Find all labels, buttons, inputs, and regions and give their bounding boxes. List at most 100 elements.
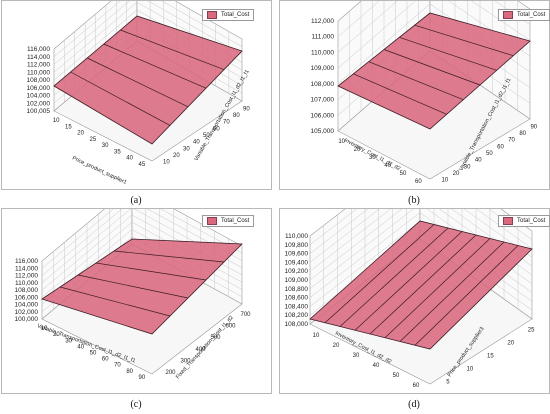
total-cost-surface — [41, 238, 243, 335]
y-tick-label: 400 — [196, 347, 207, 353]
y-tick-label: 300 — [181, 359, 192, 365]
y-tick-label: 600 — [226, 324, 237, 330]
y-tick-label: 60 — [497, 144, 504, 150]
legend-swatch — [503, 11, 513, 19]
surface-mesh-line — [103, 43, 207, 89]
x-tick-label: 60 — [415, 179, 422, 185]
z-tick-label: 112,000 — [311, 18, 334, 25]
legend-swatch — [207, 217, 217, 225]
surface-mesh-line — [120, 29, 225, 70]
z-tick-label: 106,000 — [27, 85, 51, 92]
legend-label: Total_Cost — [517, 12, 546, 18]
x-tick-label: 50 — [90, 351, 97, 357]
z-tick-label: 108,400 — [285, 303, 309, 310]
z-tick-label: 114,000 — [27, 54, 50, 61]
surface-mesh-line — [369, 234, 477, 335]
legend: Total_Cost — [498, 9, 550, 21]
legend-label: Total_Cost — [221, 218, 250, 224]
legend: Total_Cost — [202, 9, 255, 21]
y-tick-label: 40 — [475, 158, 482, 164]
x-tick-label: 30 — [65, 338, 72, 344]
surface-mesh-line — [383, 49, 481, 86]
x-tick-label: 10 — [53, 118, 60, 124]
z-tick-label: 107,000 — [311, 97, 335, 104]
chart-panel-a: 116,000 114,000 112,000 110,000 108,000 106,0… — [1, 0, 272, 190]
caption-a: (a) — [130, 195, 142, 206]
z-tick-label: 109,400 — [285, 259, 309, 266]
y-tick-label: 70 — [223, 120, 230, 126]
z-tick-label: 100,000 — [15, 316, 39, 323]
surface-mesh-line — [59, 286, 171, 317]
y-tick-label: 20 — [507, 341, 514, 347]
z-tick-label: 108,000 — [15, 287, 39, 294]
z-tick-label: 108,000 — [311, 81, 335, 88]
y-tick-label: 50 — [203, 133, 210, 139]
x-tick-label: 30 — [353, 353, 360, 359]
z-tick-label: 108,000 — [27, 77, 51, 84]
y-tick-label: 70 — [508, 138, 515, 144]
z-tick-label: 108,600 — [285, 295, 309, 302]
surface-mesh-line — [339, 227, 449, 327]
x-tick-label: 30 — [369, 155, 376, 161]
z-gridline — [309, 209, 357, 245]
y-tick-label: 50 — [486, 151, 493, 157]
y-tick-label: 200 — [166, 370, 177, 376]
y-tick-label: 500 — [211, 335, 222, 341]
surface-mesh-line — [399, 37, 497, 71]
y-tick-label: 60 — [213, 126, 220, 132]
z-tick-label: 102,000 — [15, 309, 39, 316]
y-tick-label: 25 — [528, 328, 535, 334]
surface-mesh-line — [87, 57, 189, 108]
surface-mesh-line — [384, 238, 491, 339]
z-tick-label: 109,200 — [285, 268, 309, 275]
x-tick-label: 20 — [333, 343, 340, 349]
z-tick-label: 112,000 — [27, 62, 50, 69]
z-tick-label: 102,000 — [27, 100, 51, 107]
x-tick-label: 35 — [114, 149, 121, 155]
x-tick-label: 60 — [102, 357, 109, 363]
legend: Total_Cost — [202, 215, 255, 227]
z-tick-label: 112,000 — [15, 273, 38, 280]
surface-mesh-line — [77, 274, 189, 299]
z-tick-label: 110,000 — [311, 49, 334, 56]
y-tick-label: 5 — [446, 380, 450, 386]
z-tick-label: 109,000 — [311, 65, 335, 72]
total-cost-surface — [309, 220, 533, 350]
x-tick-label: 90 — [139, 375, 146, 381]
z-tick-label: 114,000 — [15, 265, 38, 272]
z-tick-label: 109,600 — [285, 251, 309, 258]
z-tick-label: 105,000 — [311, 128, 335, 135]
x-tick-label: 50 — [400, 171, 407, 177]
x-tick-label: 20 — [77, 131, 84, 137]
x-tick-label: 70 — [114, 363, 121, 369]
x-axis-title: Price_product_supplier1 — [71, 155, 127, 186]
x-tick-label: 40 — [373, 363, 380, 369]
y-tick-label: 700 — [241, 312, 252, 318]
y-tick-label: 10 — [442, 178, 449, 184]
surface-chart-svg: 116,000114,000112,000110,000108,000106,0… — [27, 1, 251, 186]
z-gridline — [476, 209, 533, 249]
x-tick-label: 40 — [384, 163, 391, 169]
y-tick-label: 40 — [193, 140, 200, 146]
x-tick-label: 20 — [53, 332, 60, 338]
total-cost-surface — [53, 15, 243, 145]
chart-panel-c: 116,000 114,000 112,000 110,000 108,000 106,0… — [1, 208, 272, 394]
x-tick-label: 50 — [393, 373, 400, 379]
x-tick-label: 60 — [413, 383, 420, 389]
z-tick-label: 110,000 — [15, 280, 38, 287]
z-tick-label: 104,000 — [15, 302, 39, 309]
z-tick-label: 108,200 — [285, 312, 309, 319]
z-tick-label: 111,000 — [311, 34, 334, 41]
surface-chart-svg: 112,000 111,000 110,000 109,000 108,000 107,0… — [311, 1, 538, 185]
z-tick-label: 108,800 — [285, 286, 309, 293]
x-tick-label: 30 — [102, 143, 109, 149]
z-tick-label: 109,800 — [285, 242, 309, 249]
x-tick-label: 15 — [65, 124, 72, 130]
legend: Total_Cost — [498, 215, 550, 227]
surface-mesh-line — [113, 250, 225, 263]
x-tick-label: 40 — [77, 344, 84, 350]
chart-panel-b: 112,000 111,000 110,000 109,000 108,000 107,0… — [279, 0, 550, 190]
x-tick-label: 25 — [90, 137, 97, 143]
legend-swatch — [503, 217, 513, 225]
